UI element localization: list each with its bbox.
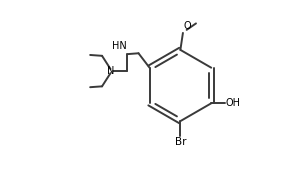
Text: O: O xyxy=(184,21,191,31)
Text: Br: Br xyxy=(175,137,186,147)
Text: OH: OH xyxy=(226,98,241,108)
Text: N: N xyxy=(107,66,114,76)
Text: HN: HN xyxy=(112,41,127,51)
